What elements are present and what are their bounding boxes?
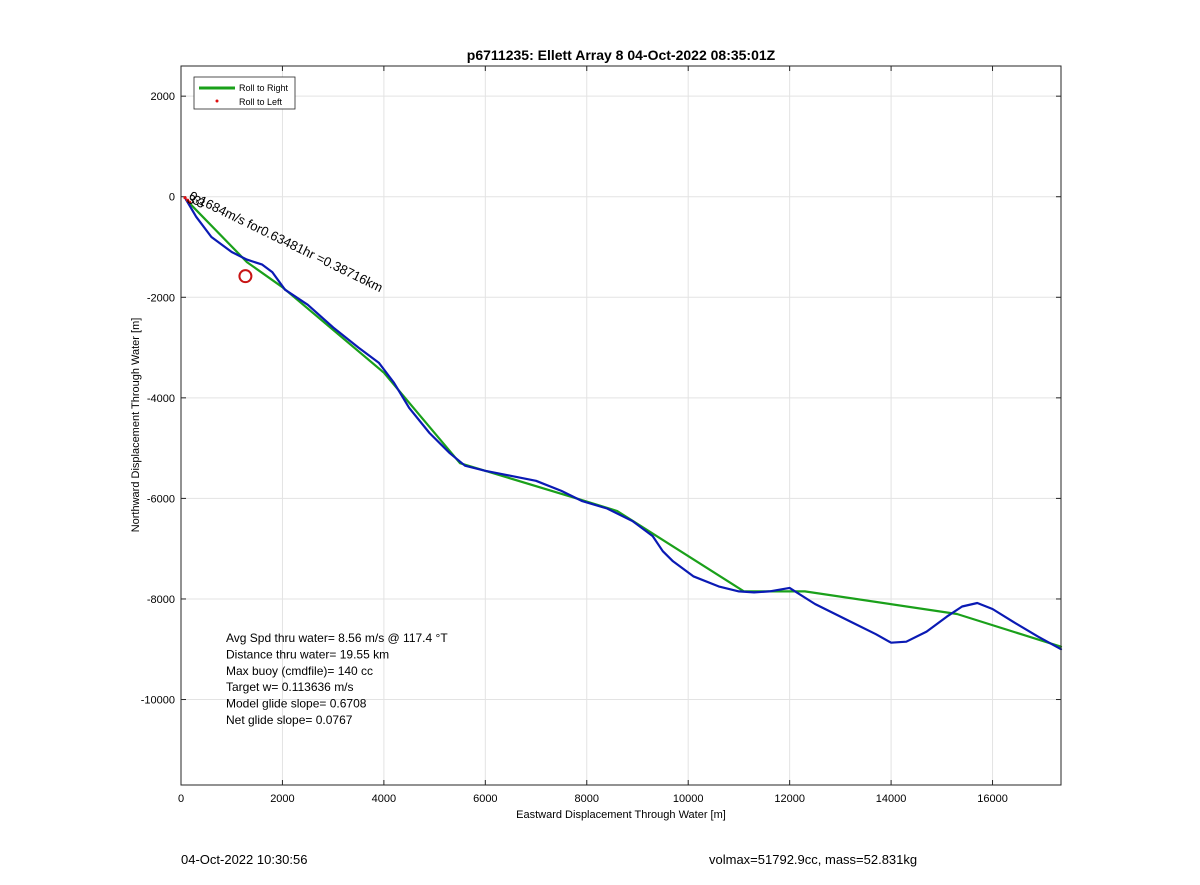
y-tick-label: -10000 bbox=[141, 695, 175, 707]
series-line-roll-to-right bbox=[185, 198, 1063, 648]
stats-line: Avg Spd thru water= 8.56 m/s @ 117.4 °T bbox=[226, 631, 448, 645]
x-tick-label: 14000 bbox=[876, 793, 907, 805]
data-markers bbox=[183, 196, 253, 284]
y-tick-label: -2000 bbox=[147, 292, 175, 304]
legend-swatch-roll-left bbox=[215, 99, 219, 103]
y-tick-label: -6000 bbox=[147, 493, 175, 505]
footer-timestamp: 04-Oct-2022 10:30:56 bbox=[181, 852, 308, 867]
series-line-track bbox=[185, 198, 1063, 651]
x-tick-label: 8000 bbox=[575, 793, 599, 805]
marker-roll-to-left bbox=[185, 198, 190, 202]
marker-roll-to-left bbox=[188, 200, 192, 204]
axis-ticks: 0 2000 4000 6000 8000 10000 12000 14000 16000 200… bbox=[141, 66, 1061, 805]
legend: Roll to Right Roll to Left bbox=[193, 76, 296, 110]
x-tick-label: 10000 bbox=[673, 793, 704, 805]
x-axis-label: Eastward Displacement Through Water [m] bbox=[516, 809, 726, 821]
grid bbox=[180, 66, 1061, 785]
footer-mass-info: volmax=51792.9cc, mass=52.831kg bbox=[709, 852, 918, 867]
plot-area-border bbox=[180, 65, 1062, 786]
y-tick-label: -8000 bbox=[147, 594, 175, 606]
legend-label-roll-left: Roll to Left bbox=[239, 97, 283, 107]
data-series bbox=[185, 198, 1063, 651]
stats-line: Model glide slope= 0.6708 bbox=[226, 697, 367, 711]
x-tick-label: 4000 bbox=[372, 793, 396, 805]
legend-label-roll-right: Roll to Right bbox=[239, 83, 289, 93]
x-tick-label: 6000 bbox=[473, 793, 497, 805]
stats-block: Avg Spd thru water= 8.56 m/s @ 117.4 °T D… bbox=[226, 631, 448, 727]
target-marker bbox=[238, 269, 253, 284]
stats-line: Max buoy (cmdfile)= 140 cc bbox=[226, 664, 373, 678]
legend-box bbox=[193, 76, 296, 110]
x-tick-label: 0 bbox=[178, 793, 184, 805]
y-tick-label: 0 bbox=[169, 192, 175, 204]
x-tick-label: 2000 bbox=[270, 793, 294, 805]
y-tick-label: -4000 bbox=[147, 393, 175, 405]
x-tick-label: 12000 bbox=[774, 793, 805, 805]
stats-line: Distance thru water= 19.55 km bbox=[226, 647, 389, 661]
chart-title: p6711235: Ellett Array 8 04-Oct-2022 08:… bbox=[467, 47, 776, 63]
y-axis-label: Northward Displacement Through Water [m] bbox=[130, 318, 142, 533]
marker-roll-to-left bbox=[183, 196, 187, 200]
x-tick-label: 16000 bbox=[977, 793, 1008, 805]
stats-line: Target w= 0.113636 m/s bbox=[226, 680, 354, 694]
y-tick-label: 2000 bbox=[151, 91, 175, 103]
stats-line: Net glide slope= 0.0767 bbox=[226, 713, 353, 727]
